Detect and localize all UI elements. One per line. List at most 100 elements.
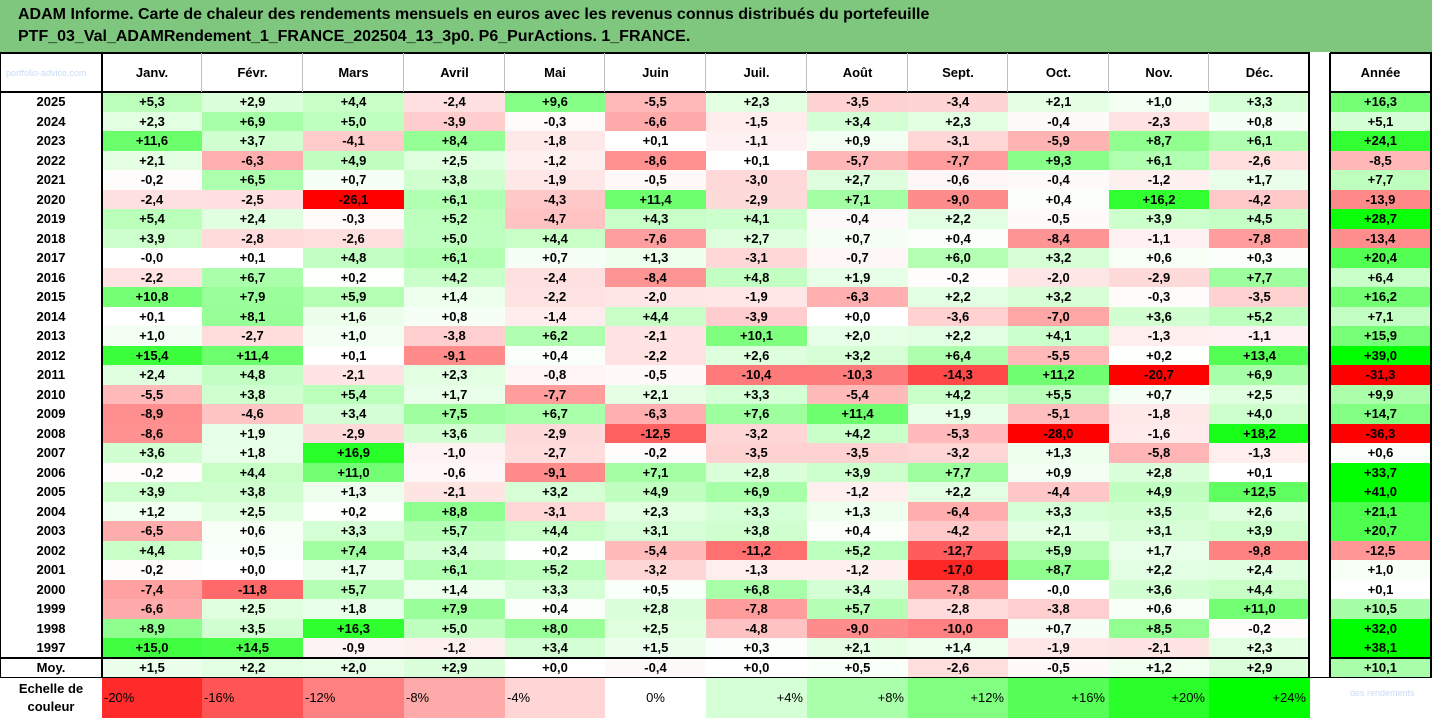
heatmap-cell: -3,1: [908, 131, 1008, 151]
heatmap-cell: -2,2: [505, 287, 605, 307]
year-label: 2003: [0, 521, 102, 541]
heatmap-cell: -8,4: [605, 267, 706, 287]
heatmap-cell: -6,6: [605, 111, 706, 131]
heatmap-cell: +3,6: [1109, 306, 1209, 326]
column-divider: [201, 53, 202, 92]
column-header: Juin: [605, 53, 706, 92]
annual-cell: +32,0: [1330, 618, 1431, 638]
year-label: 2000: [0, 579, 102, 599]
heatmap-cell: -8,4: [1008, 228, 1109, 248]
border-top-annual: [1330, 52, 1432, 54]
heatmap-cell: +5,7: [303, 579, 404, 599]
heatmap-cell: +0,4: [505, 345, 605, 365]
heatmap-cell: -6,3: [202, 150, 303, 170]
annual-cell: +10,5: [1330, 599, 1431, 619]
heatmap-cell: +1,4: [404, 579, 505, 599]
annual-cell: +38,1: [1330, 638, 1431, 658]
annual-cell: +28,7: [1330, 209, 1431, 229]
heatmap-cell: +2,3: [908, 111, 1008, 131]
column-divider: [403, 53, 404, 92]
column-header: Déc.: [1209, 53, 1310, 92]
heatmap-cell: -0,3: [1109, 287, 1209, 307]
annual-cell: -13,4: [1330, 228, 1431, 248]
heatmap-cell: -2,2: [102, 267, 202, 287]
heatmap-cell: -20,7: [1109, 365, 1209, 385]
year-label: 2006: [0, 462, 102, 482]
color-scale-stop: +16%: [1008, 678, 1109, 718]
heatmap-cell: -4,7: [505, 209, 605, 229]
heatmap-cell: +7,6: [706, 404, 807, 424]
heatmap-cell: +15,4: [102, 345, 202, 365]
heatmap-cell: +2,5: [1209, 384, 1310, 404]
heatmap-cell: +3,9: [102, 482, 202, 502]
heatmap-cell: +3,3: [303, 521, 404, 541]
heatmap-cell: -5,7: [807, 150, 908, 170]
heatmap-cell: -1,2: [505, 150, 605, 170]
heatmap-cell: +4,4: [202, 462, 303, 482]
heatmap-cell: -11,8: [202, 579, 303, 599]
heatmap-cell: +2,8: [1109, 462, 1209, 482]
color-scale-stop: -4%: [505, 678, 605, 718]
heatmap-cell: +2,1: [102, 150, 202, 170]
heatmap-cell: +0,8: [1209, 111, 1310, 131]
heatmap-cell: -0,0: [102, 248, 202, 268]
year-label: 2013: [0, 326, 102, 346]
heatmap-cell: +2,3: [706, 92, 807, 112]
heatmap-cell: +6,4: [908, 345, 1008, 365]
heatmap-cell: -0,2: [102, 462, 202, 482]
heatmap-cell: +6,1: [404, 248, 505, 268]
heatmap-cell: -2,4: [505, 267, 605, 287]
heatmap-cell: -0,4: [1008, 170, 1109, 190]
column-divider: [504, 53, 505, 92]
heatmap-cell: +2,0: [807, 326, 908, 346]
heatmap-cell: +11,0: [303, 462, 404, 482]
heatmap-cell: +1,3: [605, 248, 706, 268]
heatmap-cell: +3,4: [807, 579, 908, 599]
heatmap-cell: +2,8: [605, 599, 706, 619]
heatmap-cell: -3,5: [1209, 287, 1310, 307]
heatmap-cell: +2,2: [908, 287, 1008, 307]
heatmap-cell: -7,0: [1008, 306, 1109, 326]
heatmap-cell: +0,9: [807, 131, 908, 151]
heatmap-cell: +4,2: [404, 267, 505, 287]
heatmap-cell: +2,3: [102, 111, 202, 131]
heatmap-cell: -3,0: [706, 170, 807, 190]
heatmap-cell: -0,5: [605, 170, 706, 190]
heatmap-cell: -2,4: [404, 92, 505, 112]
heatmap-cell: +3,6: [404, 423, 505, 443]
heatmap-cell: +3,8: [202, 482, 303, 502]
color-scale-stop: +8%: [807, 678, 908, 718]
heatmap-cell: +0,1: [706, 150, 807, 170]
heatmap-cell: -3,8: [404, 326, 505, 346]
heatmap-cell: +11,4: [807, 404, 908, 424]
year-label: 2011: [0, 365, 102, 385]
heatmap-cell: +2,6: [1209, 501, 1310, 521]
border-header-bottom-annual: [1330, 91, 1432, 93]
heatmap-cell: +3,9: [1109, 209, 1209, 229]
heatmap-cell: -8,9: [102, 404, 202, 424]
heatmap-cell: +3,4: [404, 540, 505, 560]
heatmap-cell: +1,7: [404, 384, 505, 404]
heatmap-cell: +7,5: [404, 404, 505, 424]
heatmap-cell: +3,3: [1008, 501, 1109, 521]
column-divider: [1007, 53, 1008, 92]
column-divider: [1108, 53, 1109, 92]
heatmap-cell: +3,9: [807, 462, 908, 482]
heatmap-cell: +6,9: [202, 111, 303, 131]
heatmap-cell: +0,4: [908, 228, 1008, 248]
heatmap-cell: +8,4: [404, 131, 505, 151]
year-label: 2021: [0, 170, 102, 190]
heatmap-cell: +4,8: [303, 248, 404, 268]
column-header: Févr.: [202, 53, 303, 92]
heatmap-cell: -0,8: [505, 365, 605, 385]
heatmap-cell: -7,4: [102, 579, 202, 599]
heatmap-cell: -1,4: [505, 306, 605, 326]
heatmap-cell: +1,8: [303, 599, 404, 619]
heatmap-cell: -6,6: [102, 599, 202, 619]
heatmap-cell: -0,9: [303, 638, 404, 658]
heatmap-cell: +11,2: [1008, 365, 1109, 385]
column-header: Juil.: [706, 53, 807, 92]
heatmap-cell: -3,2: [908, 443, 1008, 463]
heatmap-cell: +1,3: [303, 482, 404, 502]
